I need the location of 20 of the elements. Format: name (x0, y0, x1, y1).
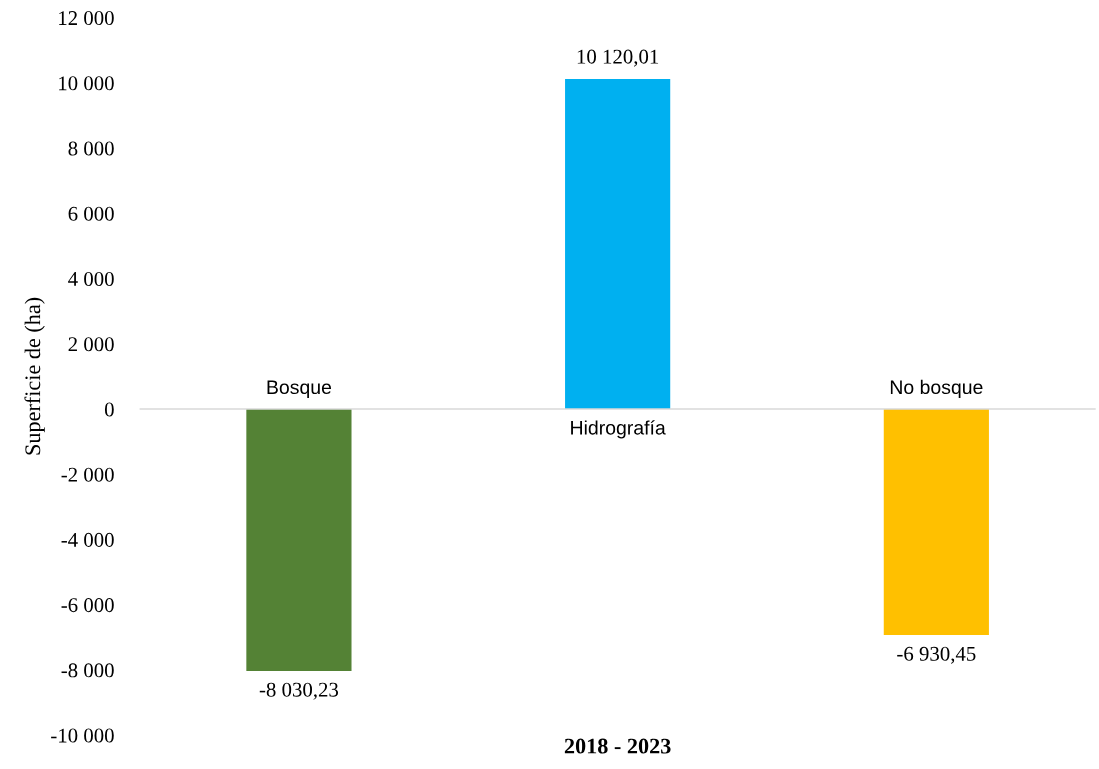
data-label: -8 030,23 (259, 682, 339, 700)
y-tick-label: -10 000 (51, 728, 114, 743)
x-tick-label: Hidrografía (571, 420, 666, 439)
x-tick-label: No bosque (890, 379, 983, 398)
y-tick-label: 4 000 (68, 271, 114, 287)
x-axis-title: 2018 - 2023 (564, 738, 671, 754)
x-tick-label: Bosque (267, 380, 332, 398)
y-tick-label: -4 000 (61, 532, 114, 547)
y-tick-label: -2 000 (61, 467, 114, 482)
y-tick-label: -6 000 (61, 598, 114, 613)
y-tick-label: 2 000 (68, 337, 114, 352)
y-tick-label: 12 000 (59, 11, 114, 26)
y-axis-title: Superficie de (ha) (24, 297, 45, 455)
data-label: -6 930,45 (897, 646, 976, 664)
y-tick-label: 6 000 (68, 206, 114, 221)
y-tick-label: 0 (104, 402, 114, 417)
y-tick-label: 10 000 (59, 76, 114, 91)
data-label: 10 120,01 (577, 49, 659, 67)
y-tick-label: 8 000 (68, 141, 114, 156)
y-tick-label: -8 000 (61, 663, 114, 678)
